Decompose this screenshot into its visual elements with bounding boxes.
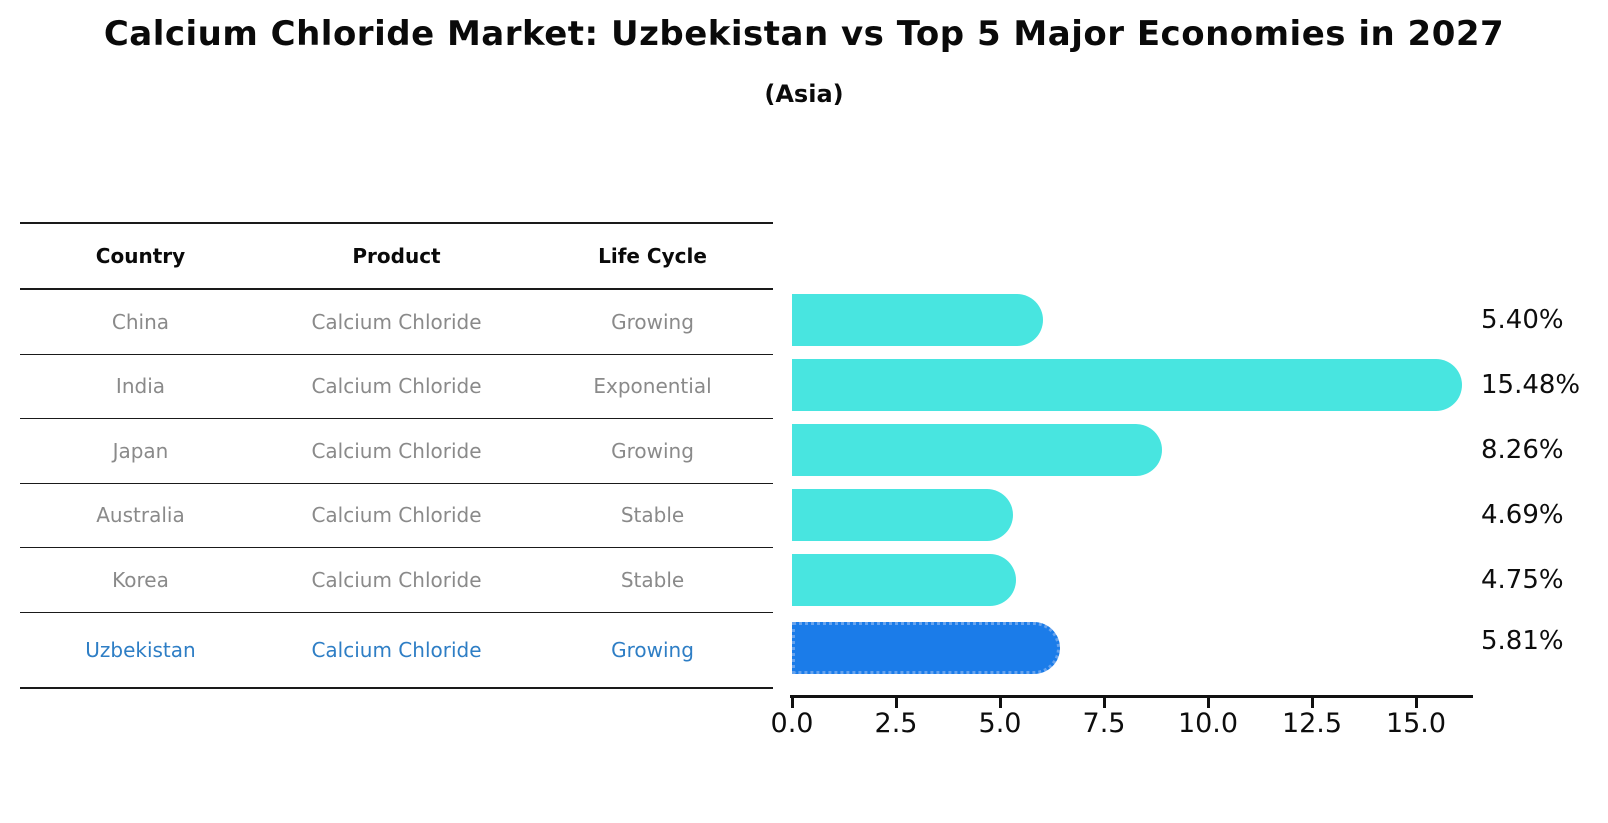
cell-life-cycle: Stable xyxy=(620,567,685,592)
bar-india xyxy=(792,359,1462,411)
cell-life-cycle: Stable xyxy=(620,503,685,528)
bar-korea xyxy=(792,554,1016,606)
x-axis-tick xyxy=(791,697,794,708)
x-axis-tick xyxy=(1415,697,1418,708)
table-row-india: India Calcium Chloride Exponential xyxy=(20,355,773,419)
x-tick-label: 0.0 xyxy=(770,708,814,739)
header-country: Country xyxy=(95,244,186,268)
x-tick-label: 5.0 xyxy=(978,708,1022,739)
x-tick-label: 12.5 xyxy=(1281,708,1343,739)
x-axis-tick xyxy=(1311,697,1314,708)
x-axis-tick xyxy=(999,697,1002,708)
header-life-cycle: Life Cycle xyxy=(598,244,707,268)
cell-life-cycle: Growing xyxy=(611,637,694,662)
table-row-uzbekistan: Uzbekistan Calcium Chloride Growing xyxy=(20,613,773,689)
bar-china xyxy=(792,294,1043,346)
chart-title: Calcium Chloride Market: Uzbekistan vs T… xyxy=(103,14,1505,54)
header-product: Product xyxy=(352,244,441,268)
table-row-china: China Calcium Chloride Growing xyxy=(20,290,773,355)
value-label-china: 5.40% xyxy=(1481,305,1564,335)
cell-country: Uzbekistan xyxy=(85,637,196,662)
cell-product: Calcium Chloride xyxy=(311,637,482,662)
cell-life-cycle: Exponential xyxy=(593,374,712,399)
chart-subtitle: (Asia) xyxy=(764,80,844,108)
cell-country: Korea xyxy=(112,567,169,592)
cell-country: China xyxy=(111,309,170,334)
x-tick-label: 15.0 xyxy=(1385,708,1447,739)
value-label-india: 15.48% xyxy=(1481,370,1581,400)
table-header-row: Country Product Life Cycle xyxy=(20,224,773,290)
cell-product: Calcium Chloride xyxy=(311,503,482,528)
cell-country: Japan xyxy=(112,438,169,463)
table-row-australia: Australia Calcium Chloride Stable xyxy=(20,484,773,548)
cell-product: Calcium Chloride xyxy=(311,374,482,399)
x-axis-tick xyxy=(1103,697,1106,708)
x-tick-label: 7.5 xyxy=(1082,708,1126,739)
x-axis-line xyxy=(790,695,1473,698)
value-label-japan: 8.26% xyxy=(1481,435,1564,465)
x-axis-tick xyxy=(1207,697,1210,708)
x-tick-label: 10.0 xyxy=(1177,708,1239,739)
cell-life-cycle: Growing xyxy=(611,438,694,463)
cell-product: Calcium Chloride xyxy=(311,567,482,592)
table-row-korea: Korea Calcium Chloride Stable xyxy=(20,548,773,613)
x-axis-tick xyxy=(895,697,898,708)
bar-australia xyxy=(792,489,1014,541)
value-label-uzbekistan: 5.81% xyxy=(1481,626,1564,656)
x-tick-label: 2.5 xyxy=(874,708,918,739)
value-label-korea: 4.75% xyxy=(1481,565,1564,595)
cell-country: Australia xyxy=(96,503,185,528)
cell-product: Calcium Chloride xyxy=(311,438,482,463)
cell-life-cycle: Growing xyxy=(611,309,694,334)
bar-japan xyxy=(792,424,1162,476)
country-table: Country Product Life Cycle China Calcium… xyxy=(20,222,773,689)
cell-country: India xyxy=(115,374,166,399)
cell-product: Calcium Chloride xyxy=(311,309,482,334)
bar-uzbekistan-highlighted xyxy=(792,622,1060,674)
value-label-australia: 4.69% xyxy=(1481,500,1564,530)
table-row-japan: Japan Calcium Chloride Growing xyxy=(20,419,773,484)
